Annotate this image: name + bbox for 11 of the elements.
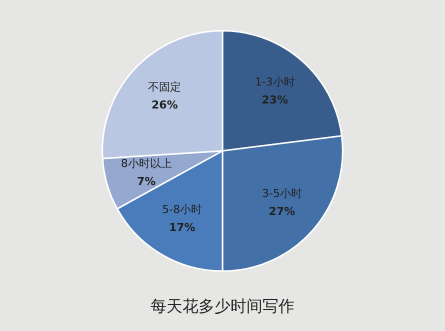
data-label: 17% — [168, 221, 196, 234]
data-label: 23% — [262, 93, 288, 106]
data-label: 7% — [137, 174, 156, 188]
data-label: 26% — [152, 98, 178, 112]
data-label: 27% — [268, 205, 296, 218]
slice-label: 8小时以上 — [120, 156, 172, 170]
slice-label: 1-3小时 — [254, 75, 295, 88]
slice-label: 5-8小时 — [162, 203, 202, 216]
slice-label: 3-5小时 — [262, 187, 302, 200]
slice-label: 不固定 — [148, 80, 182, 94]
text: 每天花多少时间写作 — [150, 296, 294, 316]
